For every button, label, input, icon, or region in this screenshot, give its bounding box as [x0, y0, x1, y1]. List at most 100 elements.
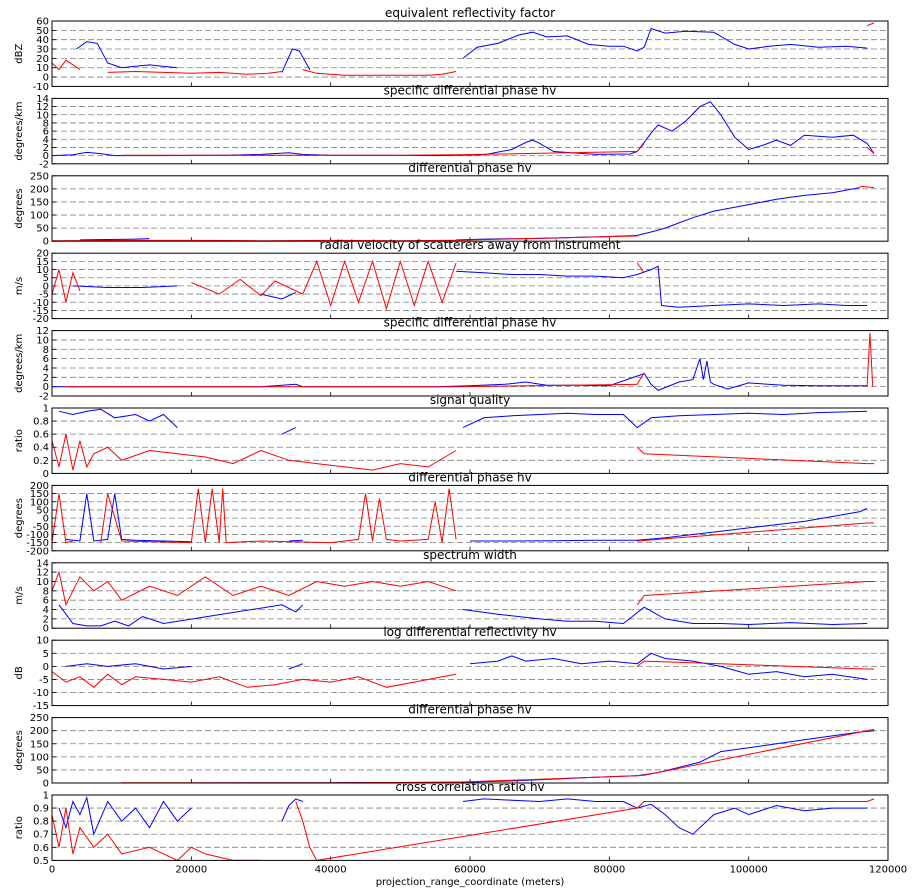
series-line-blue [58, 604, 868, 627]
series-line-red [51, 22, 875, 76]
axes-frame [51, 20, 889, 87]
y-axis-label: degrees [14, 188, 25, 228]
y-tick-label: 0.2 [33, 456, 49, 467]
y-tick-label: 40 [36, 35, 49, 46]
x-tick-label: 40000 [315, 864, 347, 875]
y-tick-label: -100 [26, 530, 49, 541]
series-line-blue [58, 795, 868, 836]
series-line-red [51, 488, 875, 544]
y-tick-label: -2 [39, 392, 49, 403]
series-line-red [121, 143, 875, 156]
y-tick-label: 100 [30, 752, 49, 763]
y-tick-label: 6 [43, 127, 49, 138]
y-tick-label: 8 [43, 118, 49, 129]
series-line-red [51, 570, 875, 607]
y-tick-label: 10 [36, 265, 49, 276]
y-axis-label: m/s [14, 586, 25, 604]
panel-title: radial velocity of scatterers away from … [320, 238, 621, 252]
y-tick-label: 0 [43, 237, 49, 248]
y-tick-label: 50 [36, 224, 49, 235]
series-line-red [51, 185, 875, 242]
panel-5: specific differential phase hv degrees/km… [14, 316, 889, 403]
y-tick-label: 0 [43, 779, 49, 790]
panel-3: differential phase hv degrees 0 50 100 150 200… [14, 161, 889, 248]
y-tick-label: -10 [33, 82, 49, 93]
x-tick-label: 60000 [454, 864, 486, 875]
y-tick-label: -15 [33, 701, 49, 712]
y-axis-label: degrees [14, 498, 25, 538]
y-tick-label: 150 [30, 197, 49, 208]
y-tick-label: 0.8 [33, 817, 49, 828]
panel-title: differential phase hv [408, 703, 532, 717]
series-line-blue [65, 652, 868, 680]
y-tick-label: 10 [36, 63, 49, 74]
panel-4: radial velocity of scatterers away from … [14, 238, 889, 325]
y-tick-label: 0.7 [33, 830, 49, 841]
y-tick-label: 0 [43, 469, 49, 480]
x-tick-label: 80000 [593, 864, 625, 875]
y-tick-label: 2 [43, 614, 49, 625]
y-tick-label: -15 [33, 306, 49, 317]
y-tick-label: -10 [33, 298, 49, 309]
series-line-red [51, 434, 875, 471]
x-tick-label: 0 [49, 864, 55, 875]
y-tick-label: 10 [36, 577, 49, 588]
y-tick-label: 5 [43, 649, 49, 660]
panel-title: differential phase hv [408, 470, 532, 484]
y-tick-label: 4 [43, 363, 49, 374]
panel-title: signal quality [430, 393, 510, 407]
y-tick-label: 8 [43, 586, 49, 597]
y-tick-label: 0 [43, 514, 49, 525]
axes-frame [51, 252, 889, 320]
panel-title: log differential reflectivity hv [383, 625, 556, 639]
y-tick-label: 200 [30, 726, 49, 737]
y-axis-label: degrees/km [14, 334, 25, 393]
y-tick-label: 4 [43, 135, 49, 146]
y-tick-label: 0.6 [33, 430, 49, 441]
series-line-blue [65, 493, 868, 543]
y-tick-label: 250 [30, 713, 49, 724]
panel-title: specific differential phase hv [384, 316, 557, 330]
y-tick-label: 14 [36, 558, 49, 569]
y-tick-label: 50 [36, 505, 49, 516]
panel-title: equivalent reflectivity factor [385, 6, 555, 20]
series-line-red [51, 798, 875, 861]
y-tick-label: 10 [36, 335, 49, 346]
panel-title: differential phase hv [408, 161, 532, 175]
panel-title: cross correlation ratio hv [395, 780, 544, 794]
series-line-red [51, 660, 875, 688]
panel-title: spectrum width [423, 548, 517, 562]
y-tick-label: 0.6 [33, 843, 49, 854]
series-line-blue [76, 27, 868, 73]
y-tick-label: 0 [43, 624, 49, 635]
y-tick-label: 15 [36, 257, 49, 268]
series-line-red [51, 259, 645, 311]
x-axis-label: projection_range_coordinate (meters) [376, 877, 565, 888]
axes-frame [51, 175, 889, 242]
y-tick-label: 50 [36, 26, 49, 37]
y-tick-label: -20 [33, 314, 49, 325]
axes-frame [51, 330, 889, 397]
y-axis-label: degrees/km [14, 102, 25, 161]
axes-frame [51, 639, 889, 707]
y-tick-label: 10 [36, 636, 49, 647]
panel-11: cross correlation ratio hv ratio 0.5 0.6 0.7… [14, 780, 907, 875]
panel-title: specific differential phase hv [384, 83, 557, 97]
y-tick-label: -50 [33, 522, 49, 533]
axes-frame [51, 562, 889, 629]
axes-frame [51, 484, 889, 552]
panel-2: specific differential phase hv degrees/km… [14, 83, 889, 170]
series-line-blue [72, 265, 868, 308]
y-tick-label: 20 [36, 54, 49, 65]
y-tick-label: 2 [43, 373, 49, 384]
axes-frame [51, 407, 889, 474]
y-tick-label: 6 [43, 596, 49, 607]
y-tick-label: 6 [43, 354, 49, 365]
y-tick-label: 0 [43, 662, 49, 673]
y-tick-label: 10 [36, 110, 49, 121]
y-tick-label: 20 [36, 249, 49, 260]
y-tick-label: 12 [36, 568, 49, 579]
y-tick-label: 12 [36, 326, 49, 337]
y-tick-label: 0.4 [33, 443, 49, 454]
